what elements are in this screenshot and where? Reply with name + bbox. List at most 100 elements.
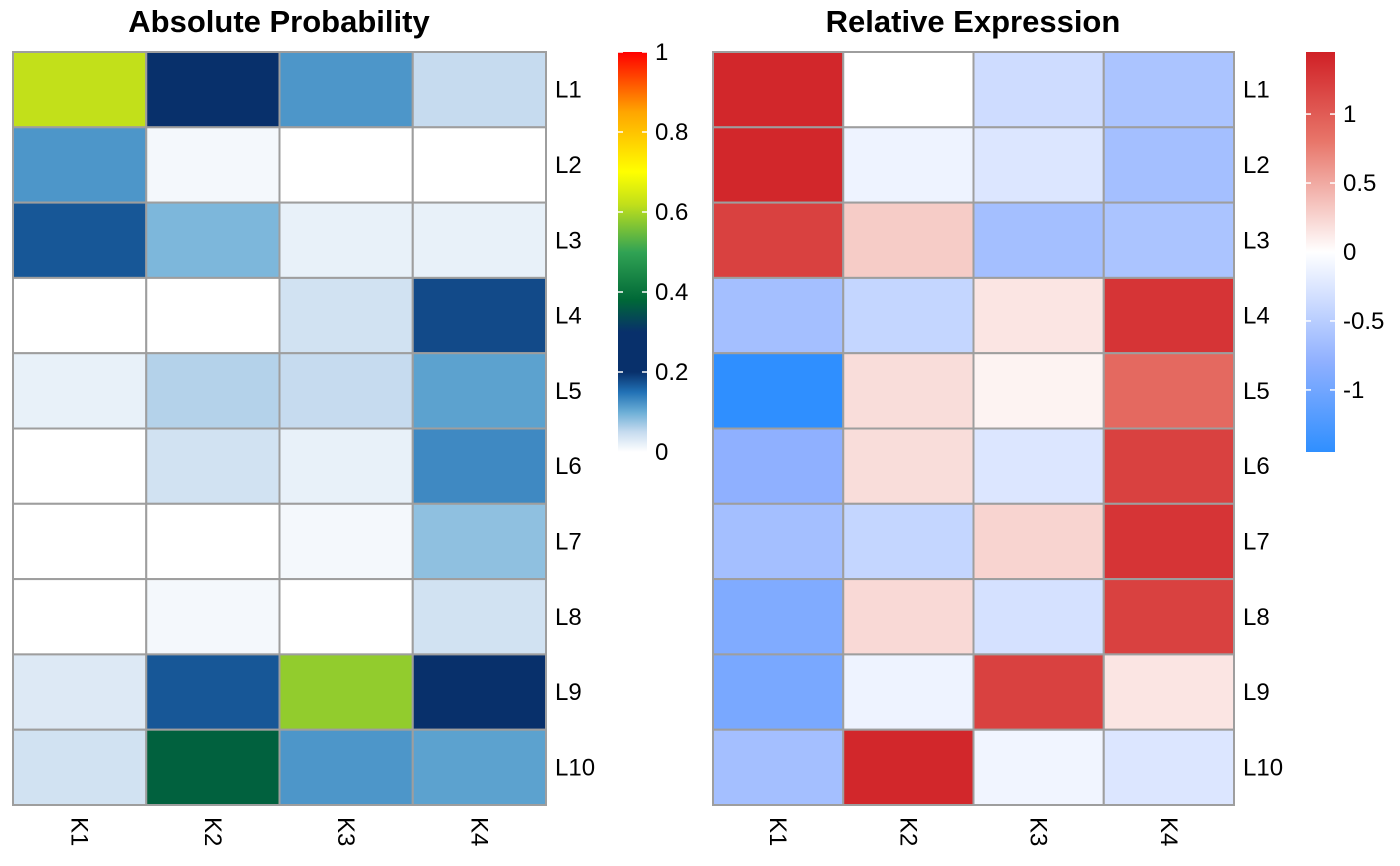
heatmap-cell-l5-k1	[712, 352, 845, 430]
heatmap-cell-l9-k4	[411, 653, 547, 731]
heatmap-cell-l4-k1	[712, 276, 845, 355]
heatmap-cell-l3-k4	[1102, 201, 1235, 279]
heatmap-cell-l10-k2	[145, 728, 281, 807]
heatmap-cell-l7-k3	[972, 502, 1105, 581]
heatmap-cell-l2-k4	[1102, 126, 1235, 204]
heatmap-cell-l1-k3	[278, 51, 414, 129]
heatmap-cell-l3-k1	[712, 201, 845, 279]
legend-tick-label: 0.5	[1343, 170, 1376, 197]
heatmap-cell-l2-k1	[12, 126, 148, 204]
heatmap-cell-l5-k3	[278, 352, 414, 430]
legend-tick-label: 1	[655, 39, 668, 66]
row-label-l4: L4	[555, 303, 582, 330]
legend-tick-label: 0	[655, 439, 668, 466]
row-label-l5: L5	[555, 378, 582, 405]
absolute-probability-panel: Absolute Probability L1 L2 L3 L4 L5 L6 L7 L8 L9 L…	[12, 4, 688, 846]
heatmap-cell-l10-k1	[12, 728, 148, 807]
heatmap-cell-l2-k2	[145, 126, 281, 204]
heatmap-cell-l2-k3	[972, 126, 1105, 204]
heatmap-cell-l7-k2	[145, 502, 281, 581]
heatmap-cell-l6-k1	[12, 427, 148, 505]
column-label-k4: K4	[1155, 817, 1182, 846]
heatmap-cell-l9-k3	[972, 653, 1105, 731]
row-label-l10: L10	[1243, 754, 1283, 781]
row-label-l3: L3	[1243, 227, 1270, 254]
heatmap-cell-l10-k4	[411, 728, 547, 807]
heatmap-cell-l6-k2	[842, 427, 975, 505]
heatmap-cell-l8-k2	[842, 578, 975, 656]
relative-expression-title: Relative Expression	[826, 4, 1121, 39]
column-label-k1: K1	[764, 817, 791, 846]
absolute-probability-title: Absolute Probability	[128, 4, 430, 39]
heatmap-cell-l6-k3	[972, 427, 1105, 505]
row-label-l9: L9	[555, 679, 582, 706]
heatmap-cell-l5-k3	[972, 352, 1105, 430]
row-label-l8: L8	[1243, 604, 1270, 631]
heatmap-cell-l1-k3	[972, 51, 1105, 129]
heatmap-cell-l2-k4	[411, 126, 547, 204]
heatmap-cell-l9-k2	[145, 653, 281, 731]
heatmap-cell-l6-k2	[145, 427, 281, 505]
heatmap-cell-l4-k3	[972, 276, 1105, 355]
heatmap-cell-l7-k1	[712, 502, 845, 581]
heatmap-cell-l5-k1	[12, 352, 148, 430]
heatmap-cell-l9-k4	[1102, 653, 1235, 731]
column-label-k2: K2	[199, 817, 226, 846]
heatmap-cell-l8-k3	[278, 578, 414, 656]
heatmap-cell-l1-k4	[1102, 51, 1235, 129]
row-label-l5: L5	[1243, 378, 1270, 405]
heatmap-cell-l6-k1	[712, 427, 845, 505]
heatmap-cell-l7-k4	[1102, 502, 1235, 581]
heatmap-cell-l10-k1	[712, 728, 845, 807]
heatmap-cell-l9-k1	[712, 653, 845, 731]
heatmap-cell-l5-k4	[1102, 352, 1235, 430]
heatmap-cell-l3-k1	[12, 201, 148, 279]
heatmap-cells	[712, 51, 1235, 807]
heatmap-frame	[712, 51, 1235, 806]
legend-tick-label: -1	[1343, 377, 1364, 404]
heatmap-cell-l6-k4	[1102, 427, 1235, 505]
heatmap-cell-l6-k4	[411, 427, 547, 505]
heatmap-cell-l4-k2	[145, 276, 281, 355]
heatmap-cell-l2-k1	[712, 126, 845, 204]
heatmap-cell-l1-k2	[842, 51, 975, 129]
heatmap-cell-l5-k4	[411, 352, 547, 430]
row-label-l7: L7	[1243, 528, 1270, 555]
heatmap-cell-l4-k4	[1102, 276, 1235, 355]
heatmap-cell-l5-k2	[842, 352, 975, 430]
heatmap-cell-l1-k1	[712, 51, 845, 129]
column-label-k4: K4	[465, 817, 492, 846]
heatmap-cell-l8-k3	[972, 578, 1105, 656]
heatmap-cell-l7-k3	[278, 502, 414, 581]
legend-tick-label: 0.2	[655, 359, 688, 386]
row-label-l1: L1	[555, 77, 582, 104]
row-label-l2: L2	[1243, 152, 1270, 179]
heatmap-cell-l3-k2	[842, 201, 975, 279]
heatmap-cell-l3-k4	[411, 201, 547, 279]
heatmap-cell-l2-k3	[278, 126, 414, 204]
row-label-l1: L1	[1243, 77, 1270, 104]
legend-tick-label: 0.6	[655, 199, 688, 226]
heatmap-cell-l8-k4	[1102, 578, 1235, 656]
legend-tick-label: -0.5	[1343, 308, 1384, 335]
heatmap-cell-l3-k2	[145, 201, 281, 279]
legend-tick-label: 0.8	[655, 119, 688, 146]
row-label-l6: L6	[1243, 453, 1270, 480]
column-label-k2: K2	[894, 817, 921, 846]
row-label-l10: L10	[555, 754, 595, 781]
heatmap-cell-l8-k1	[12, 578, 148, 656]
heatmap-cell-l3-k3	[278, 201, 414, 279]
heatmap-cell-l7-k2	[842, 502, 975, 581]
heatmap-cell-l2-k2	[842, 126, 975, 204]
heatmap-cell-l9-k1	[12, 653, 148, 731]
heatmap-cell-l9-k3	[278, 653, 414, 731]
row-label-l4: L4	[1243, 303, 1270, 330]
heatmap-cell-l10-k3	[278, 728, 414, 807]
heatmap-cell-l1-k2	[145, 51, 281, 129]
row-label-l9: L9	[1243, 679, 1270, 706]
heatmap-cell-l9-k2	[842, 653, 975, 731]
heatmap-cell-l3-k3	[972, 201, 1105, 279]
legend-tick-label: 1	[1343, 101, 1356, 128]
column-label-k3: K3	[332, 817, 359, 846]
